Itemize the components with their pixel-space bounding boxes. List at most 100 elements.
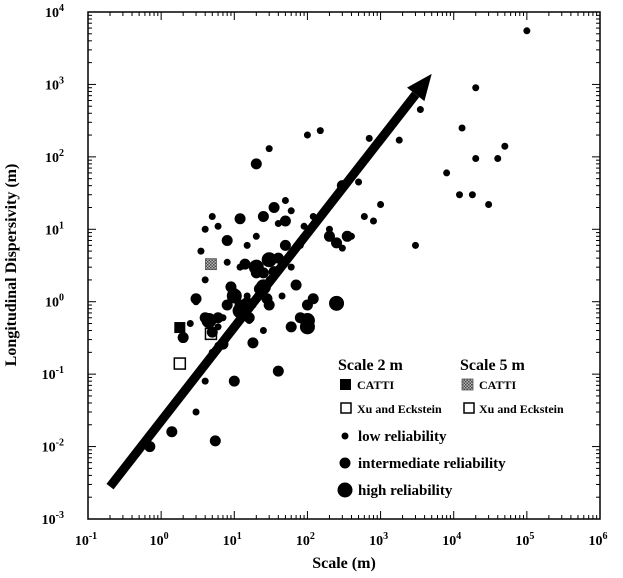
y-tick-label: 104 [45,3,64,21]
x-tick-label: 105 [515,531,534,549]
data-point-small-dot [287,207,295,215]
data-point-small-dot [472,84,480,92]
data-point-medium-dot [221,299,233,311]
legend-heading-scale-5m: Scale 5 m [460,357,526,374]
data-point-medium-dot [279,215,291,227]
legend-xu-5m-marker [463,402,475,414]
data-point-medium-dot [209,435,221,447]
x-tick-labels: 10-1 100 101 102 103 104 105 106 [75,531,608,549]
data-point-large-dot [201,313,217,329]
data-point-medium-dot [234,213,246,225]
data-point-small-dot [456,191,464,199]
legend: Scale 2 m Scale 5 m CATTI CATTI Xu and E… [337,357,564,499]
data-point-medium-dot [279,239,291,251]
data-point-medium-dot [228,375,240,387]
legend-high-marker [337,482,353,498]
data-point-medium-dot [263,299,275,311]
legend-intermediate-marker [339,457,351,469]
data-point-small-dot [458,124,466,132]
axis-ticks [87,11,601,520]
data-point-medium-dot [144,441,156,453]
data-point-small-dot [303,131,311,139]
data-point-medium-dot [268,201,280,213]
data-point-small-dot [377,200,385,208]
data-point-small-dot [443,169,451,177]
data-point-small-dot [208,348,216,356]
legend-xu-2m-label: Xu and Eckstein [357,402,442,416]
data-points [144,27,531,453]
legend-catti-5m-label: CATTI [479,378,516,392]
data-point-medium-dot [239,258,251,270]
data-point-medium-dot [190,293,202,305]
data-point-small-dot [309,213,317,221]
data-point-small-dot [411,241,419,249]
data-point-small-dot [501,142,509,150]
data-point-medium-dot [217,338,229,350]
data-point-large-dot [329,295,345,311]
data-point-open-square [173,357,187,370]
data-point-filled-square [174,322,186,334]
data-point-small-dot [223,331,231,339]
data-point-small-dot [208,213,216,221]
data-point-medium-dot [250,158,262,170]
y-tick-label: 10-1 [42,365,64,383]
data-point-medium-dot [336,180,348,192]
trend-arrow-head [407,73,432,102]
y-tick-label: 102 [45,148,64,166]
data-point-medium-dot [290,279,302,291]
x-tick-label: 100 [150,531,169,549]
data-point-small-dot [278,292,286,300]
data-point-medium-dot [243,312,255,324]
legend-high-label: high reliability [358,483,453,499]
x-tick-label: 102 [296,531,315,549]
data-point-small-dot [186,320,194,328]
data-point-small-dot [252,232,260,240]
y-tick-label: 101 [45,220,64,238]
data-point-small-dot [296,241,304,249]
data-point-small-dot [243,241,251,249]
y-tick-label: 103 [45,75,64,93]
data-point-small-dot [360,213,368,221]
legend-low-marker [341,432,349,440]
data-point-small-dot [259,327,267,335]
data-point-medium-dot [206,326,218,338]
data-point-medium-dot [341,230,353,242]
legend-catti-5m-marker [461,378,474,391]
data-point-small-dot [287,263,295,271]
data-point-small-dot [197,247,205,255]
data-point-hatched-square [205,258,217,271]
legend-catti-2m-label: CATTI [357,378,394,392]
x-tick-label: 10-1 [75,531,97,549]
data-point-medium-dot [268,266,280,278]
legend-xu-5m-label: Xu and Eckstein [479,402,564,416]
data-point-medium-dot [247,337,259,349]
data-point-small-dot [316,127,324,135]
data-point-medium-dot [221,235,233,247]
data-point-small-dot [485,200,493,208]
plot-frame [87,11,601,520]
data-point-small-dot [494,154,502,162]
x-axis-title: Scale (m) [312,555,376,572]
y-tick-label: 100 [45,293,64,311]
data-point-small-dot [223,258,231,266]
data-point-small-dot [369,217,377,225]
data-point-medium-dot [323,230,335,242]
data-point-small-dot [214,222,222,230]
data-point-small-dot [365,134,373,142]
data-point-small-dot [265,145,273,153]
data-point-large-dot [261,252,277,268]
legend-xu-2m-marker [340,402,352,414]
data-point-medium-dot [272,365,284,377]
x-tick-label: 101 [223,531,242,549]
x-tick-label: 106 [589,531,608,549]
data-point-medium-dot [257,211,269,223]
data-point-large-dot [239,297,255,313]
y-tick-labels: 10-3 10-2 10-1 100 101 102 103 104 [42,3,64,528]
data-point-small-dot [355,178,363,186]
data-point-small-dot [300,222,308,230]
data-point-small-dot [281,196,289,204]
data-point-large-dot [248,259,264,275]
legend-heading-scale-2m: Scale 2 m [338,357,404,374]
y-tick-label: 10-3 [42,510,64,528]
